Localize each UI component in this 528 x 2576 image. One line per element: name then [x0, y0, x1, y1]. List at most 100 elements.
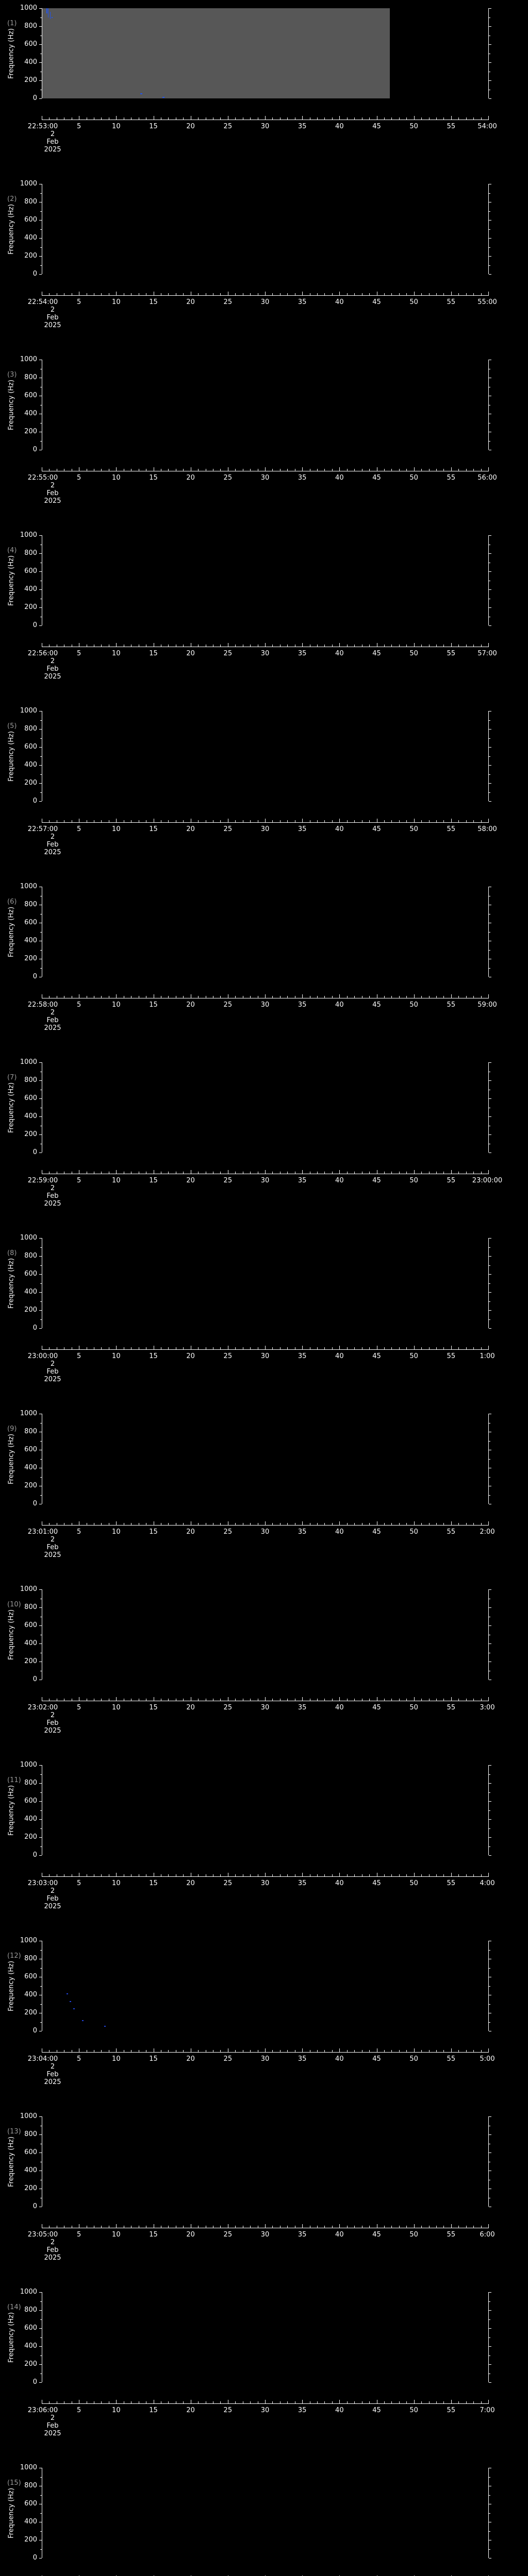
y-axis-title-text: Frequency (Hz) [7, 1609, 15, 1660]
plot-area[interactable] [42, 1062, 488, 1153]
x-tick-minor [49, 2226, 50, 2228]
x-tick-label: 55 [447, 1528, 456, 1536]
y-tick-minor-right [489, 1441, 490, 1442]
plot-area[interactable] [42, 887, 488, 977]
y-tick-minor-right [489, 1828, 490, 1829]
x-tick-major [116, 1346, 117, 1349]
x-tick-minor [436, 1874, 437, 1876]
x-tick-label: 55 [447, 474, 456, 482]
x-tick-label: 25 [223, 1352, 233, 1360]
x-tick-minor [428, 1874, 430, 1876]
x-tick-minor [473, 117, 474, 120]
y-tick-minor [40, 1441, 42, 1442]
x-tick-minor [473, 293, 474, 295]
y-tick-major [39, 1116, 42, 1117]
plot-area[interactable] [42, 2468, 488, 2558]
x-tick-label: 5 [77, 1704, 81, 1711]
x-tick-minor [443, 1172, 444, 1174]
panel-index-label: (1) [7, 20, 17, 27]
x-tick-minor [481, 2050, 482, 2052]
x-tick-label: 50 [409, 1001, 418, 1009]
y-tick-minor-right [489, 1792, 490, 1793]
x-tick-label: 10 [112, 123, 121, 130]
x-tick-label: 55 [447, 1177, 456, 1184]
x-tick-major [339, 2048, 340, 2052]
x-tick-minor [272, 820, 273, 822]
x-tick-major [414, 819, 415, 822]
x-tick-minor [332, 645, 333, 647]
x-tick-major [451, 643, 452, 647]
x-tick-label: 15 [149, 2055, 158, 2063]
x-tick-label: 20 [186, 1352, 195, 1360]
x-tick-minor [317, 117, 318, 120]
x-tick-minor [384, 1347, 385, 1349]
x-axis-end-label: 6:00 [480, 2231, 495, 2239]
y-tick-major [39, 2134, 42, 2135]
x-tick-minor [287, 293, 288, 295]
x-tick-minor [399, 2226, 400, 2228]
y-tick-major-right [489, 1098, 491, 1099]
plot-area[interactable] [42, 711, 488, 801]
y-tick-major [39, 2116, 42, 2117]
x-tick-minor [443, 1874, 444, 1876]
plot-area[interactable] [42, 2292, 488, 2382]
panel-index-label: (12) [7, 1952, 21, 1960]
x-tick-major [302, 1873, 303, 1876]
x-tick-minor [324, 117, 325, 120]
x-tick-minor [369, 1699, 370, 1701]
x-tick-label: 40 [335, 2055, 344, 2063]
plot-area[interactable] [42, 8, 488, 98]
y-tick-minor-right [489, 193, 490, 194]
plot-area[interactable] [42, 2116, 488, 2207]
y-tick-label: 1000 [20, 1234, 37, 1242]
x-tick-minor [354, 293, 355, 295]
x-tick-minor [443, 2401, 444, 2403]
x-tick-label: 15 [149, 825, 158, 833]
y-tick-major-right [489, 2292, 491, 2293]
plot-area[interactable] [42, 360, 488, 450]
x-axis-spine [42, 295, 489, 296]
x-tick-major [414, 643, 415, 647]
y-tick-minor [40, 932, 42, 933]
x-tick-minor [272, 645, 273, 647]
y-tick-label: 800 [24, 901, 37, 908]
x-tick-minor [324, 293, 325, 295]
plot-area[interactable] [42, 1414, 488, 1504]
x-tick-minor [399, 2401, 400, 2403]
plot-area[interactable] [42, 1238, 488, 1328]
x-tick-minor [406, 1347, 407, 1349]
x-tick-minor [183, 820, 184, 822]
x-tick-minor [101, 820, 102, 822]
x-tick-minor [332, 1172, 333, 1174]
x-tick-minor [49, 645, 50, 647]
x-tick-label: 30 [260, 1879, 270, 1887]
x-tick-minor [436, 820, 437, 822]
y-tick-minor-right [489, 1283, 490, 1284]
y-tick-label: 200 [24, 955, 37, 962]
x-tick-label: 20 [186, 1704, 195, 1711]
x-tick-minor [49, 1874, 50, 1876]
plot-area[interactable] [42, 1589, 488, 1680]
y-tick-major-right [489, 1643, 491, 1644]
plot-area[interactable] [42, 535, 488, 625]
y-tick-major [39, 2328, 42, 2329]
panel-index-label: (11) [7, 1776, 21, 1784]
plot-area[interactable] [42, 1765, 488, 1855]
y-axis-title-text: Frequency (Hz) [7, 731, 15, 782]
y-tick-label: 200 [24, 2536, 37, 2544]
plot-area[interactable] [42, 1941, 488, 2031]
x-tick-label: 15 [149, 1528, 158, 1536]
y-axis-title-text: Frequency (Hz) [7, 1082, 15, 1133]
x-tick-minor [473, 469, 474, 471]
y-tick-major-right [489, 1855, 491, 1856]
x-tick-minor [384, 820, 385, 822]
x-tick-minor [168, 469, 169, 471]
x-tick-minor [421, 1699, 422, 1701]
y-tick-major-right [489, 607, 491, 608]
x-tick-major [265, 2048, 266, 2052]
x-tick-minor [235, 469, 236, 471]
x-tick-minor [384, 996, 385, 998]
x-tick-minor [458, 820, 459, 822]
x-tick-minor [101, 1874, 102, 1876]
plot-area[interactable] [42, 184, 488, 274]
